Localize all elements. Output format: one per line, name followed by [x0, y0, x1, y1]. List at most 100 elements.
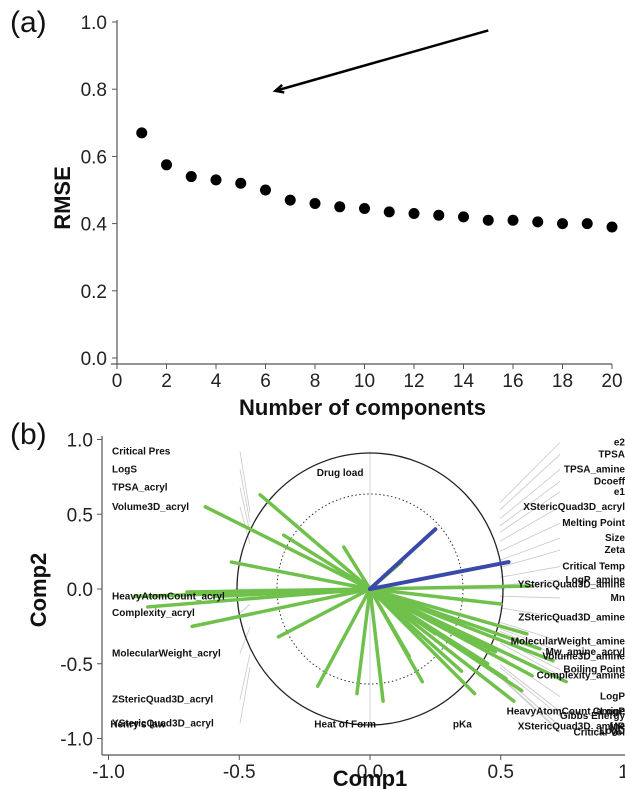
leader-line — [499, 607, 561, 618]
x-tick-label: 18 — [552, 371, 573, 392]
variable-label: Gibbs Energy — [560, 711, 625, 722]
variable-label: Mw_amine_acryl — [546, 647, 625, 658]
loading-vector-green — [368, 587, 503, 606]
loading-vector-green — [368, 584, 534, 591]
variable-label: LogP_amine — [566, 575, 625, 586]
leader-line — [499, 491, 561, 533]
leader-line — [239, 627, 251, 654]
rmse-point — [557, 218, 568, 230]
loading-vector-green — [276, 587, 372, 639]
leader-line — [499, 676, 561, 732]
leader-line — [239, 653, 251, 700]
x-tick-label: 0 — [112, 371, 123, 392]
loading-vector-green — [355, 587, 372, 696]
rmse-chart: 0.0 0.2 0.4 0.6 0.8 1.0 0 2 4 6 8 10 12 14 16 18 20 Numbe… — [50, 13, 623, 420]
loading-vector-green — [315, 587, 372, 688]
loading-vector-green — [258, 493, 372, 591]
variable-label: ZStericQuad3D_acryl — [112, 695, 213, 706]
loading-vector-green — [211, 587, 372, 599]
loading-vector-green — [368, 587, 477, 696]
x-tick-label: 4 — [211, 371, 222, 392]
variable-label: e1 — [614, 487, 625, 498]
y-tick-label: 0.0 — [67, 580, 93, 601]
variable-label: LogD — [599, 726, 625, 737]
x-axis-title: Number of components — [239, 395, 486, 420]
loading-vector-blue — [368, 560, 511, 591]
y-axis-title: RMSE — [50, 166, 75, 230]
variable-label: HeavyAtomCount_amine — [507, 707, 625, 718]
x-tick-label: 14 — [453, 371, 475, 392]
variable-label: YStericQuad3D_amine — [518, 580, 625, 591]
leader-line — [499, 537, 561, 561]
variable-label: TPSA — [598, 449, 625, 460]
loading-vector-green — [190, 587, 372, 629]
rmse-point — [507, 214, 519, 226]
rmse-point — [185, 171, 197, 183]
rmse-point — [210, 174, 222, 186]
rmse-point — [532, 216, 544, 228]
variable-label: e2 — [614, 437, 625, 448]
y-tick-label: 0.0 — [81, 349, 107, 370]
y-tick-label: 1.0 — [81, 13, 107, 34]
rmse-point — [334, 201, 346, 213]
leader-line — [499, 442, 561, 503]
variable-label: Melting Point — [562, 518, 625, 529]
x-tick-label: -0.5 — [223, 762, 256, 783]
outer-circle — [236, 452, 504, 726]
x-tick-label: 1.0 — [618, 762, 625, 783]
rmse-point — [359, 202, 370, 214]
variable-label: HeavyAtomCount_acryl — [112, 591, 225, 602]
leader-line — [499, 481, 561, 527]
x-tick-label: -1.0 — [92, 762, 125, 783]
x-tick-label: 0.0 — [357, 762, 383, 783]
loading-vector-green — [368, 587, 425, 684]
rmse-point — [433, 209, 445, 221]
loading-vector-green — [368, 587, 438, 636]
rmse-point — [309, 197, 321, 209]
variable-label: XStericQuad3D_amine — [518, 722, 625, 733]
variable-label: Complexity_acryl — [112, 608, 195, 619]
leader-line — [499, 676, 561, 733]
rmse-point — [260, 184, 271, 196]
variable-label: Dcoeff — [594, 476, 625, 487]
variable-label: Critical Temp — [562, 562, 625, 573]
leader-line — [239, 487, 251, 533]
variable-label: LogP — [600, 692, 625, 703]
rmse-point — [458, 211, 469, 223]
variable-label: Volume3D_acryl — [112, 502, 189, 513]
x-tick-label: 2 — [161, 371, 172, 392]
variable-label: Volume3D_amine — [542, 651, 625, 662]
variable-label: Critical Pres — [112, 446, 171, 457]
variable-label: Drug load — [317, 468, 364, 479]
rmse-point — [581, 218, 593, 230]
leader-line — [499, 642, 561, 677]
variable-label: Size — [605, 533, 625, 544]
variable-label: TPSA_acryl — [112, 482, 168, 493]
y-tick-label: -1.0 — [60, 730, 93, 751]
loading-vector-blue — [368, 527, 438, 591]
leader-line — [499, 595, 561, 599]
variable-label: pKa — [453, 720, 472, 731]
biplot-chart: -1.0 -0.5 0.0 0.5 1.0 -1.0 -0.5 0.0 0.5 1.0 Comp1 C… — [26, 431, 625, 789]
leader-line — [499, 469, 561, 520]
y-tick-label: 1.0 — [67, 431, 93, 452]
y-tick-label: 0.6 — [81, 147, 107, 168]
variable-label: XStericQuad3D_acryl — [523, 502, 625, 513]
rmse-point — [235, 177, 247, 189]
loading-vector-green — [229, 560, 372, 591]
x-tick-label: 12 — [403, 371, 424, 392]
rmse-point — [606, 221, 618, 233]
leader-line — [499, 549, 561, 568]
variable-label: CLogP — [593, 707, 625, 718]
variable-label: LogS — [112, 464, 137, 475]
leader-line — [499, 621, 561, 642]
y-tick-label: 0.2 — [81, 282, 107, 303]
panel-a-label: (a) — [10, 6, 47, 39]
x-tick-label: 10 — [354, 371, 375, 392]
variable-label: Heat of Form — [314, 720, 376, 731]
loading-vector-green — [203, 505, 372, 591]
variable-label: Henry's law — [110, 720, 165, 731]
leader-line — [499, 566, 561, 578]
x-tick-label: 6 — [260, 371, 271, 392]
